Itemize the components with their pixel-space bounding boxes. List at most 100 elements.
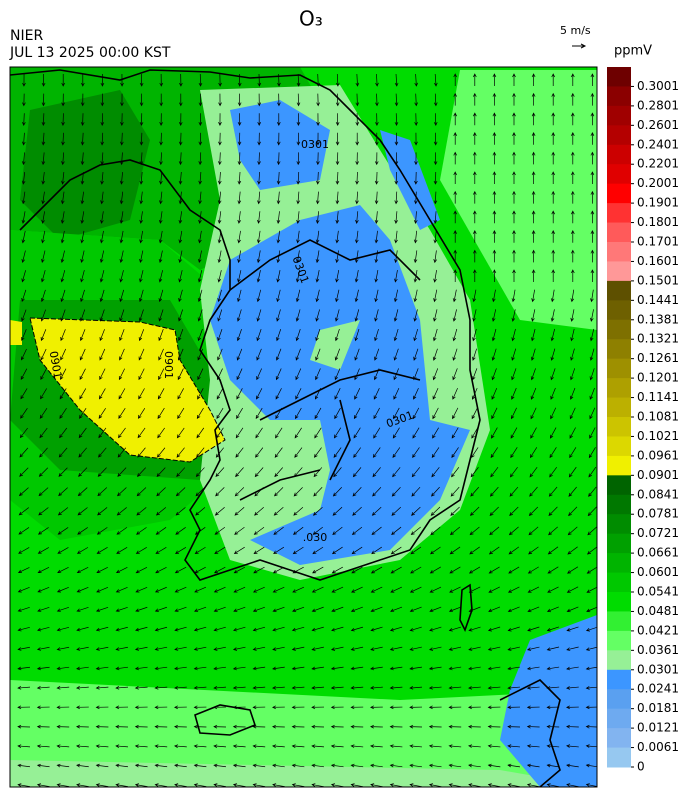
colorbar-label: 0.2601 — [637, 118, 679, 132]
wind-arrow — [488, 546, 500, 555]
wind-arrow — [194, 566, 206, 574]
wind-arrow — [157, 407, 165, 419]
wind-arrow — [19, 467, 29, 477]
wind-arrow — [550, 348, 556, 361]
wind-arrow — [256, 368, 262, 381]
wind-arrow — [394, 191, 399, 205]
wind-arrow — [331, 586, 344, 593]
wind-arrow — [115, 763, 128, 768]
wind-arrow — [198, 113, 203, 126]
wind-arrow — [449, 586, 461, 593]
wind-arrow — [394, 250, 398, 264]
wind-arrow — [20, 388, 28, 400]
wind-arrow — [95, 763, 109, 768]
wind-arrow — [276, 270, 281, 283]
colorbar-swatch — [607, 592, 631, 612]
wind-arrow — [453, 151, 458, 165]
wind-arrow — [487, 724, 501, 729]
agency: NIER — [10, 28, 43, 44]
wind-arrow — [256, 230, 261, 244]
wind-arrow — [350, 666, 364, 671]
wind-arrow — [158, 309, 164, 322]
wind-arrow — [468, 724, 481, 729]
wind-arrow — [409, 646, 422, 651]
wind-arrow — [159, 191, 163, 205]
wind-arrow — [174, 566, 187, 574]
wind-arrow — [334, 407, 341, 420]
wind-arrow — [468, 705, 481, 710]
wind-arrow — [100, 152, 104, 166]
wind-arrow — [391, 506, 402, 516]
wind-arrow — [17, 763, 30, 768]
wind-arrow — [354, 328, 360, 342]
wind-arrow — [291, 686, 305, 690]
wind-arrow — [40, 289, 46, 303]
wind-arrow — [156, 487, 166, 497]
wind-arrow — [372, 447, 381, 458]
wind-arrow — [374, 230, 379, 244]
wind-arrow — [527, 586, 540, 593]
wind-arrow — [389, 783, 403, 787]
wind-arrow — [38, 487, 49, 497]
wind-arrow — [570, 269, 575, 282]
wind-arrow — [428, 744, 442, 748]
wind-arrow — [311, 705, 325, 710]
colorbar-label: 0.1381 — [637, 312, 679, 326]
wind-arrow — [531, 151, 536, 165]
wind-arrow — [100, 93, 105, 107]
wind-arrow — [507, 666, 520, 671]
wind-arrow — [413, 387, 419, 400]
wind-arrow — [529, 466, 538, 478]
wind-arrow — [120, 132, 124, 146]
wind-arrow — [429, 606, 442, 613]
wind-arrow — [433, 230, 438, 244]
wind-arrow — [350, 783, 364, 787]
wind-arrow — [193, 763, 207, 768]
wind-arrow — [449, 526, 461, 536]
wind-arrow — [193, 686, 207, 690]
colorbar-swatch — [607, 261, 631, 282]
wind-arrow — [316, 113, 320, 126]
colorbar-swatch — [607, 708, 631, 729]
wind-arrow — [60, 230, 65, 244]
wind-arrow — [197, 329, 203, 342]
colorbar-swatch — [607, 105, 631, 126]
wind-arrow — [213, 744, 227, 748]
wind-arrow — [566, 686, 579, 690]
wind-arrow — [115, 705, 129, 710]
wind-arrow — [472, 112, 477, 126]
wind-arrow — [335, 309, 340, 322]
wind-arrow — [531, 171, 536, 184]
wind-arrow — [551, 151, 556, 165]
wind-arrow — [432, 427, 439, 439]
wind-arrow — [295, 407, 302, 420]
wind-arrow — [414, 152, 418, 166]
wind-arrow — [76, 606, 89, 612]
wind-arrow — [175, 487, 186, 497]
wind-arrow — [330, 686, 344, 690]
wind-arrow — [273, 546, 285, 555]
wind-arrow — [36, 705, 50, 710]
wind-arrow — [95, 705, 109, 710]
wind-arrow — [36, 744, 50, 748]
wind-arrow — [588, 486, 597, 497]
wind-arrow — [409, 724, 423, 729]
wind-arrow — [291, 705, 305, 710]
wind-arrow — [41, 270, 46, 283]
wind-arrow — [511, 387, 517, 400]
wind-arrow — [430, 506, 441, 516]
wind-arrow — [134, 705, 148, 710]
wind-arrow — [213, 606, 226, 612]
wind-arrow — [21, 152, 26, 166]
wind-arrow — [590, 112, 595, 126]
colorbar-label: 0.2001 — [637, 176, 679, 190]
colorbar-label: 0.1601 — [637, 254, 679, 268]
wind-arrow — [492, 92, 497, 106]
wind-arrow — [292, 546, 304, 555]
wind-arrow — [257, 191, 261, 205]
wind-arrow — [448, 606, 461, 613]
wind-arrow — [472, 289, 477, 303]
colorbar-label: 0.1201 — [637, 371, 679, 385]
wind-arrow — [236, 348, 243, 361]
wind-arrow — [154, 686, 168, 690]
